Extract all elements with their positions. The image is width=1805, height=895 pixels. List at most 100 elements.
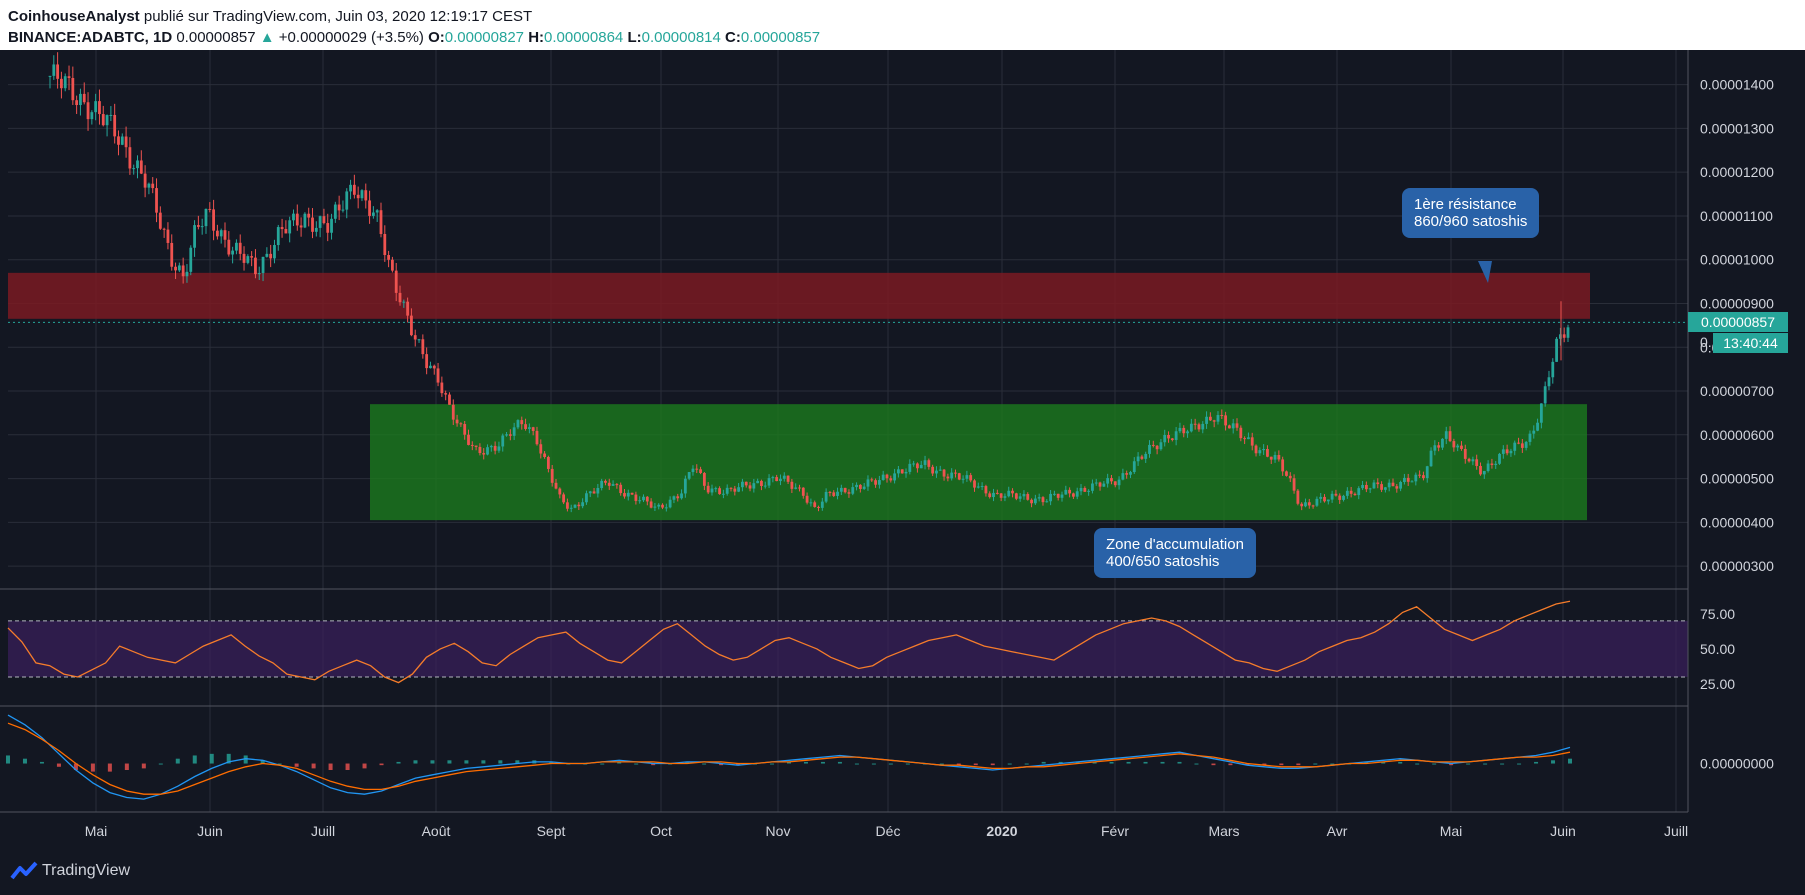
candle-body: [139, 160, 143, 174]
candle-body: [1304, 502, 1307, 507]
macd-histogram-bar: [90, 763, 95, 772]
candle-body: [1243, 438, 1247, 440]
tradingview-logo-icon[interactable]: [10, 860, 40, 882]
candle-body: [961, 478, 965, 480]
macd-histogram-bar: [277, 763, 282, 765]
candle-body: [174, 266, 177, 271]
macd-histogram-bar: [702, 763, 707, 765]
candle-body: [1201, 423, 1205, 430]
candle-body: [185, 271, 189, 277]
open-label: O:: [428, 29, 445, 46]
candle-body: [1262, 448, 1266, 451]
candle-body: [790, 481, 794, 489]
candle-body: [858, 484, 862, 489]
candle-body: [870, 479, 874, 481]
candle-body: [352, 184, 356, 195]
candle-body: [379, 210, 383, 234]
candle-body: [794, 487, 798, 489]
candle-body: [318, 216, 322, 228]
candle-body: [813, 502, 817, 507]
candle-body: [1239, 427, 1243, 439]
macd-histogram-bar: [1415, 763, 1420, 765]
candle-body: [718, 488, 721, 495]
candle-body: [349, 184, 352, 192]
brand-name[interactable]: TradingView: [42, 862, 131, 879]
footer: TradingView: [0, 850, 1805, 895]
candle-body: [585, 493, 588, 503]
candle-body: [756, 480, 760, 484]
macd-histogram-bar: [1330, 763, 1335, 765]
candle-body: [337, 204, 341, 211]
annotation-resistance-pointer: [1478, 261, 1492, 283]
x-tick-label: Nov: [766, 823, 791, 839]
candle-body: [269, 253, 273, 259]
candle-body: [482, 453, 486, 455]
candle-body: [177, 265, 181, 271]
candle-body: [1033, 498, 1037, 504]
candle-body: [984, 486, 988, 494]
candle-body: [1513, 442, 1517, 451]
chart-canvas[interactable]: Mai Juin Juill Août Sept Oct Nov Déc 2020 Févr Mar…: [0, 50, 1805, 850]
candle-body: [1547, 377, 1551, 387]
axes: Mai Juin Juill Août Sept Oct Nov Déc 2020 Févr Mar…: [0, 50, 1774, 839]
macd-histogram-bar: [1058, 761, 1063, 764]
low-value: 0.00000814: [641, 29, 721, 46]
candle-body: [467, 434, 470, 445]
y-tick-label: 0.00000600: [1700, 427, 1774, 443]
macd-histogram-bar: [73, 763, 78, 770]
candle-body: [303, 213, 307, 228]
candle-body: [649, 501, 653, 508]
y-tick-label: 0.00000400: [1700, 514, 1774, 530]
candle-body: [798, 487, 801, 489]
macd-histogram-bar: [905, 763, 910, 765]
candle-body: [1094, 482, 1098, 484]
macd-histogram-bar: [1007, 763, 1012, 765]
candle-body: [900, 469, 904, 474]
candle-body: [897, 469, 900, 474]
candle-body: [611, 484, 615, 486]
macd-histogram-bar: [888, 763, 893, 765]
candle-body: [299, 225, 303, 228]
candle-body: [1467, 458, 1471, 462]
candle-body: [295, 213, 299, 226]
annotation-accumulation[interactable]: Zone d'accumulation 400/650 satoshis: [1094, 528, 1256, 578]
candle-body: [683, 478, 687, 494]
candle-body: [398, 292, 402, 303]
candle-body: [1170, 438, 1174, 440]
candle-body: [999, 493, 1003, 498]
x-tick-label: Mars: [1208, 823, 1239, 839]
candle-body: [330, 218, 333, 233]
candle-body: [387, 255, 391, 260]
candle-body: [223, 230, 227, 240]
candle-body: [1273, 455, 1277, 460]
candle-body: [117, 136, 120, 145]
x-tick-label: Oct: [650, 823, 672, 839]
open-value: 0.00000827: [444, 29, 525, 46]
candle-body: [478, 446, 482, 454]
macd-histogram-bar: [209, 753, 214, 764]
macd-histogram-bar: [1143, 761, 1148, 764]
candle-body: [90, 112, 94, 120]
macd-histogram-bar: [260, 760, 265, 764]
candle-body: [1014, 493, 1018, 499]
candle-body: [215, 230, 219, 237]
y-tick-label: 0.00001000: [1700, 252, 1774, 268]
rsi-band: [8, 620, 1688, 677]
macd-histogram-bar: [1381, 761, 1386, 764]
candle-body: [782, 475, 786, 479]
macd-histogram-bar: [1194, 763, 1199, 765]
annotation-resistance[interactable]: 1ère résistance 860/960 satoshis: [1402, 188, 1540, 238]
x-tick-label: Août: [422, 823, 451, 839]
author-name[interactable]: CoinhouseAnalyst: [8, 8, 140, 25]
candle-body: [345, 191, 349, 210]
candle-body: [1536, 422, 1539, 431]
symbol-label[interactable]: BINANCE:ADABTC, 1D: [8, 29, 173, 46]
candle-body: [158, 212, 162, 229]
resistance-zone: [8, 272, 1590, 319]
macd-histogram-bar: [1364, 761, 1369, 764]
macd-histogram-bar: [549, 761, 554, 764]
candle-body: [638, 500, 642, 502]
macd-histogram-bar: [1177, 761, 1182, 764]
candle-body: [120, 136, 124, 145]
candle-body: [710, 488, 714, 493]
